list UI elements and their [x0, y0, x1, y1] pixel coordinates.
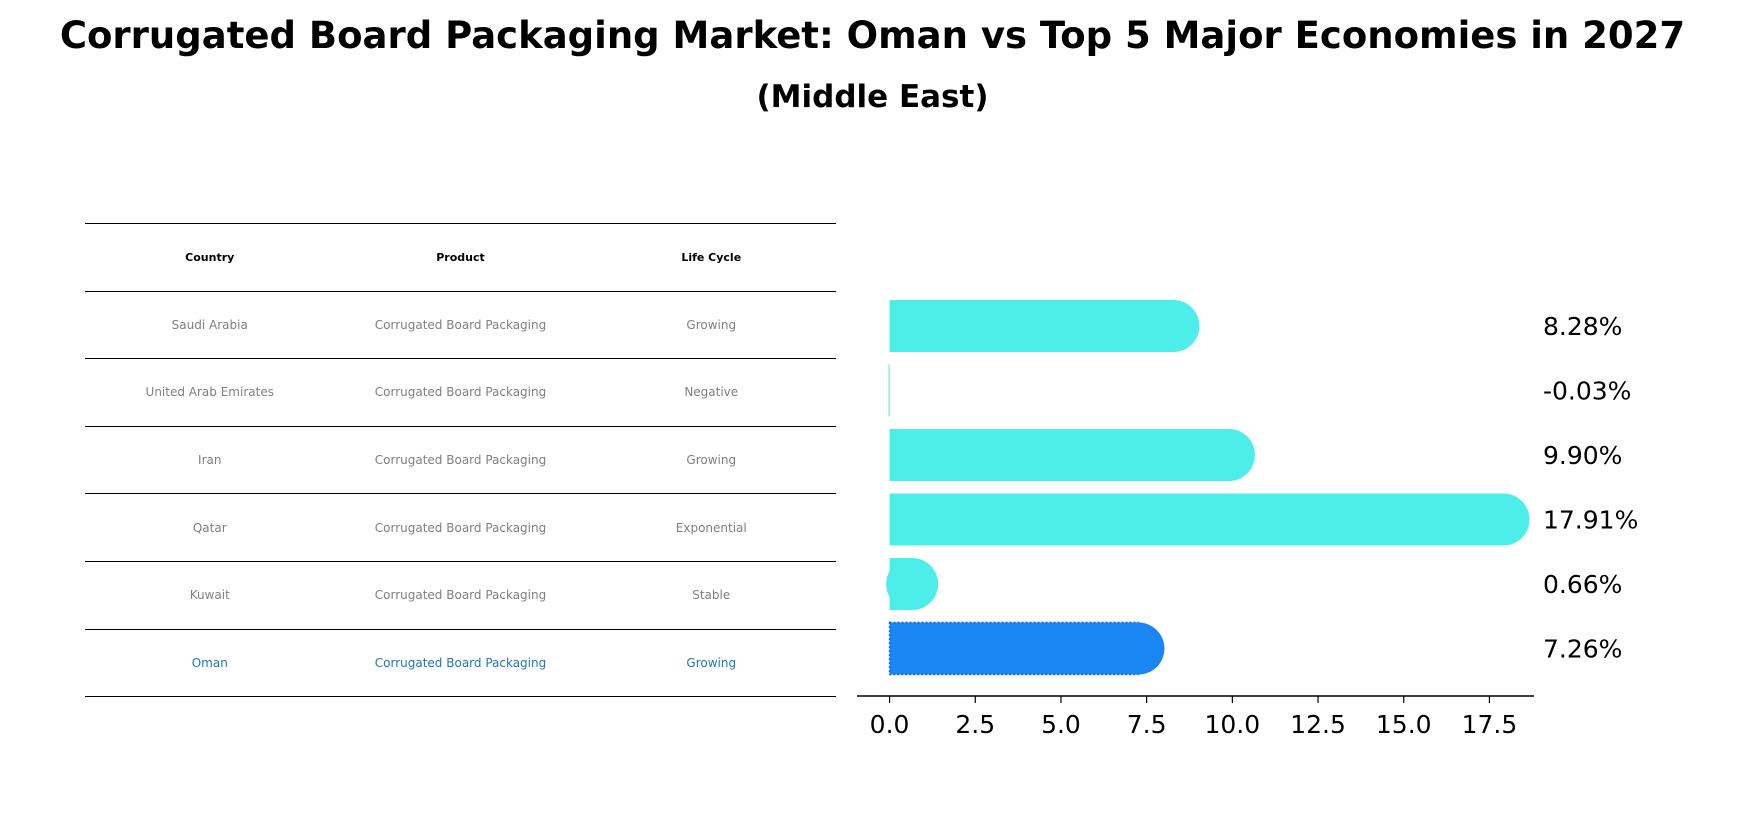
column-header-life-cycle: Life Cycle	[681, 250, 742, 264]
x-tick-label: 12.5	[1290, 710, 1346, 739]
table-row-highlighted: Oman Corrugated Board Packaging Growing	[85, 630, 836, 698]
bar	[888, 364, 890, 417]
life-cycle-cell: Negative	[684, 385, 739, 400]
country-cell: Iran	[198, 453, 222, 468]
value-label: 9.90%	[1543, 441, 1622, 470]
table-row: United Arab Emirates Corrugated Board Pa…	[85, 359, 836, 427]
value-label: 0.66%	[1543, 570, 1622, 599]
column-header-product: Product	[436, 250, 485, 264]
chart-title: Corrugated Board Packaging Market: Oman …	[59, 14, 1686, 57]
bar-group	[889, 429, 1255, 481]
value-label: -0.03%	[1543, 377, 1631, 406]
value-label: 8.28%	[1543, 312, 1622, 341]
x-tick-label: 7.5	[1127, 710, 1167, 739]
life-cycle-cell: Exponential	[675, 520, 747, 535]
bar	[889, 429, 1229, 481]
table-row: Iran Corrugated Board Packaging Growing	[85, 427, 836, 495]
bar	[889, 300, 1174, 352]
product-cell: Corrugated Board Packaging	[374, 520, 547, 535]
x-tick-label: 17.5	[1462, 710, 1518, 739]
life-cycle-cell: Growing	[686, 655, 737, 670]
column-header-country: Country	[185, 250, 235, 264]
country-cell: United Arab Emirates	[145, 385, 274, 400]
table-header-row: Country Product Life Cycle	[85, 223, 836, 292]
product-cell: Corrugated Board Packaging	[374, 655, 547, 670]
data-table: Country Product Life Cycle Saudi Arabia …	[85, 223, 836, 698]
country-cell: Kuwait	[189, 588, 230, 603]
bar	[888, 621, 1140, 676]
country-cell: Oman	[191, 655, 228, 670]
product-cell: Corrugated Board Packaging	[374, 453, 547, 468]
bar-end-cap	[1147, 300, 1200, 352]
bar-group	[889, 300, 1200, 352]
life-cycle-cell: Stable	[692, 588, 731, 603]
x-tick-label: 5.0	[1041, 710, 1081, 739]
bar-group	[886, 558, 939, 610]
x-tick-label: 10.0	[1205, 710, 1261, 739]
bar	[889, 493, 1504, 546]
chart-subtitle: (Middle East)	[756, 79, 989, 115]
bar-group	[888, 621, 1165, 676]
x-tick-label: 15.0	[1376, 710, 1432, 739]
table-row: Saudi Arabia Corrugated Board Packaging …	[85, 292, 836, 360]
bar-group	[888, 364, 890, 417]
x-tick-label: 0.0	[870, 710, 910, 739]
bar-end-cap	[1112, 622, 1165, 675]
x-tick-label: 2.5	[955, 710, 995, 739]
table-row: Kuwait Corrugated Board Packaging Stable	[85, 562, 836, 630]
product-cell: Corrugated Board Packaging	[374, 317, 547, 332]
product-cell: Corrugated Board Packaging	[374, 588, 547, 603]
table-row: Qatar Corrugated Board Packaging Exponen…	[85, 494, 836, 562]
product-cell: Corrugated Board Packaging	[374, 385, 547, 400]
value-label: 7.26%	[1543, 635, 1622, 664]
bar-group	[889, 493, 1530, 546]
value-label: 17.91%	[1543, 506, 1638, 535]
life-cycle-cell: Growing	[686, 317, 737, 332]
bar-end-cap	[886, 558, 939, 610]
life-cycle-cell: Growing	[686, 453, 737, 468]
country-cell: Saudi Arabia	[171, 317, 248, 332]
country-cell: Qatar	[192, 520, 227, 535]
bar-end-cap	[1477, 493, 1530, 546]
bar-end-cap	[1202, 429, 1255, 481]
